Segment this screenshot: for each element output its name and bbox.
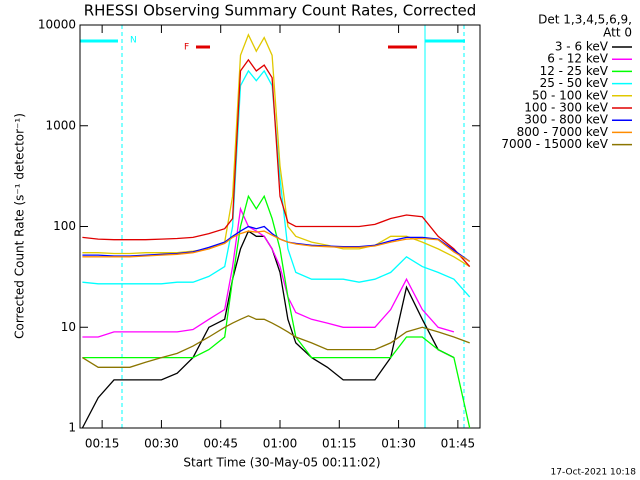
annotation: N	[130, 36, 137, 46]
series-line	[82, 69, 471, 298]
legend-title: Att 0	[603, 26, 632, 40]
series-line	[82, 230, 471, 262]
series-line	[82, 225, 471, 262]
series-line	[82, 33, 471, 268]
series-line	[82, 315, 470, 368]
x-tick-label: 00:45	[203, 437, 238, 451]
x-tick-label: 00:30	[144, 437, 179, 451]
legend-label: 300 - 800 keV	[524, 113, 608, 127]
legend-label: 7000 - 15000 keV	[501, 137, 608, 151]
y-tick-label: 10	[61, 320, 76, 334]
legend-label: 50 - 100 keV	[532, 88, 609, 102]
x-axis-label: Start Time (30-May-05 00:11:02)	[183, 456, 380, 470]
x-tick-label: 01:15	[322, 437, 357, 451]
x-tick-label: 01:45	[441, 437, 476, 451]
legend-label: 6 - 12 keV	[547, 52, 609, 66]
y-tick-label: 10000	[38, 18, 76, 32]
chart-title: RHESSI Observing Summary Count Rates, Co…	[84, 2, 477, 20]
legend-label: 25 - 50 keV	[540, 76, 609, 90]
legend-label: 12 - 25 keV	[540, 64, 609, 78]
y-tick-label: 1	[68, 421, 76, 435]
y-tick-label: 1000	[45, 118, 76, 132]
series-line	[82, 194, 471, 429]
y-tick-label: 100	[53, 219, 76, 233]
x-tick-label: 01:30	[381, 437, 416, 451]
legend-label: 3 - 6 keV	[555, 40, 609, 54]
legend-label: 800 - 7000 keV	[517, 125, 609, 139]
series-line	[82, 58, 471, 268]
legend-title: Det 1,3,4,5,6,9,	[538, 13, 632, 27]
y-axis-label: Corrected Count Rate (s⁻¹ detector⁻¹)	[13, 113, 27, 339]
footer: 17-Oct-2021 10:18	[551, 468, 637, 478]
x-tick-label: 00:15	[85, 437, 120, 451]
legend-label: 100 - 300 keV	[524, 101, 608, 115]
series-line	[82, 206, 455, 338]
annotation: F	[184, 43, 189, 53]
x-tick-label: 01:00	[263, 437, 298, 451]
